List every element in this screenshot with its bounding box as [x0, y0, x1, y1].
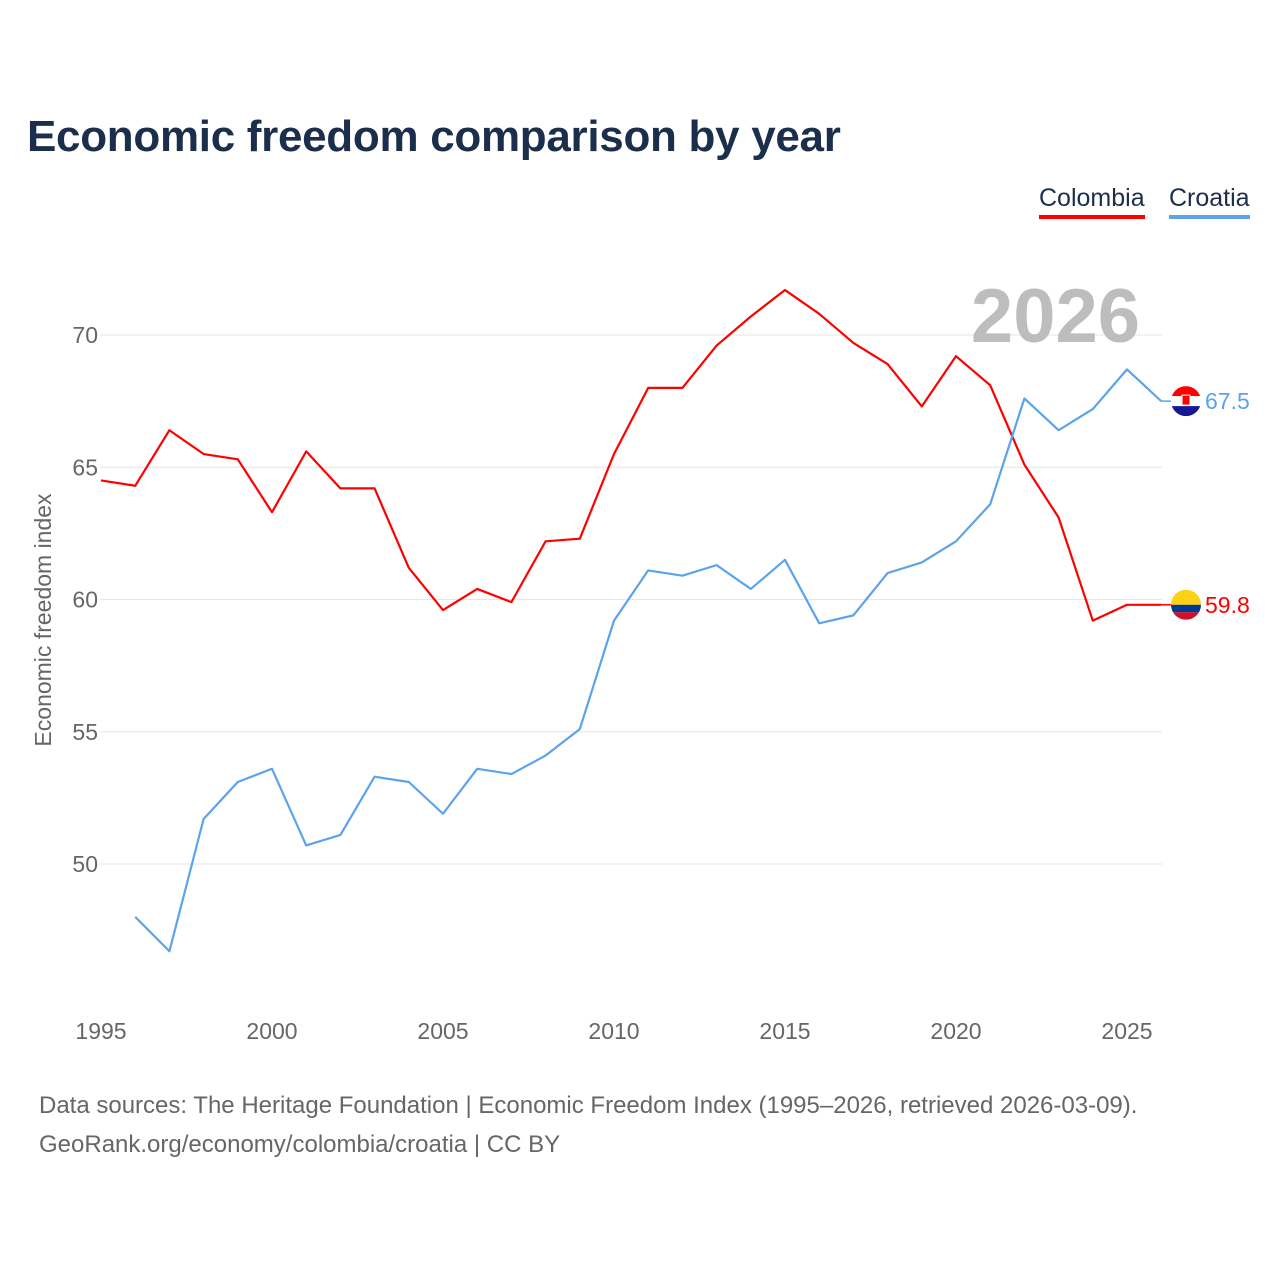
- series-line-colombia: [100, 288, 1162, 622]
- y-tick-label: 50: [72, 851, 98, 877]
- x-tick-label: 2025: [1101, 1018, 1152, 1044]
- year-watermark: 2026: [971, 274, 1140, 359]
- footer-sources: Data sources: The Heritage Foundation | …: [39, 1092, 1138, 1119]
- y-axis-label: Economic freedom index: [30, 493, 56, 747]
- footer-url: GeoRank.org/economy/colombia/croatia | C…: [39, 1131, 561, 1158]
- series-line-croatia: [134, 368, 1162, 953]
- croatia-flag-icon: [1171, 386, 1201, 417]
- y-tick-label: 60: [72, 587, 98, 613]
- end-value-label: 59.8: [1205, 592, 1250, 618]
- x-tick-label: 2020: [930, 1018, 981, 1044]
- colombia-flag-icon: [1171, 589, 1201, 620]
- x-tick-label: 1995: [75, 1018, 126, 1044]
- chart-title: Economic freedom comparison by year: [27, 112, 841, 161]
- x-tick-label: 2010: [588, 1018, 639, 1044]
- legend-colombia[interactable]: Colombia: [1039, 184, 1145, 219]
- y-tick-label: 70: [72, 322, 98, 348]
- x-tick-label: 2000: [246, 1018, 297, 1044]
- legend-croatia[interactable]: Croatia: [1169, 184, 1250, 219]
- x-tick-label: 2015: [759, 1018, 810, 1044]
- footer: Data sources: The Heritage Foundation | …: [39, 1086, 1137, 1164]
- end-value-label: 67.5: [1205, 388, 1250, 414]
- y-tick-label: 55: [72, 719, 98, 745]
- y-tick-label: 65: [72, 454, 98, 480]
- x-tick-label: 2005: [417, 1018, 468, 1044]
